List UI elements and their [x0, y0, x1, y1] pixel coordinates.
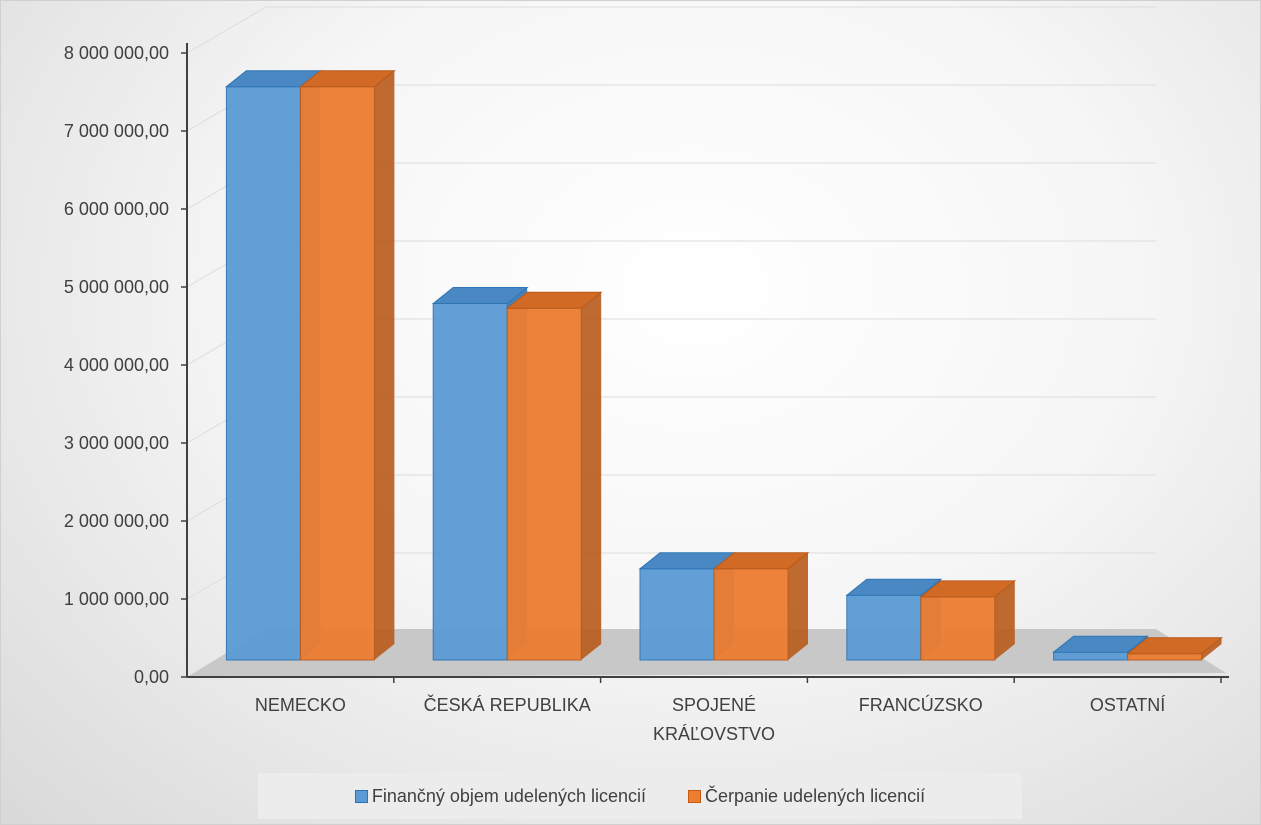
bar-2-4 [919, 580, 1017, 661]
x-tick-label: OSTATNÍ [1090, 695, 1165, 715]
bar-front [432, 303, 508, 661]
y-tick-label: 5 000 000,00 [64, 277, 169, 297]
bar-side [788, 552, 808, 660]
bar-side [1201, 637, 1222, 660]
bar-2-3 [712, 552, 810, 661]
legend-item-series-1: Finančný objem udelených licencií [354, 785, 646, 807]
y-tick-label: 6 000 000,00 [64, 199, 169, 219]
y-tick-label: 1 000 000,00 [64, 589, 169, 609]
bar-2-5 [1126, 637, 1224, 661]
bar-side [581, 292, 602, 660]
bar-front [299, 86, 375, 661]
y-tick-label: 0,00 [134, 667, 169, 687]
y-tick-label: 7 000 000,00 [64, 121, 169, 141]
x-tick-label: ČESKÁ REPUBLIKA [424, 694, 591, 715]
x-tick-label: NEMECKO [255, 695, 346, 715]
legend-label-series-2: Čerpanie udelených licencií [705, 785, 926, 806]
legend: Finančný objem udelených licencií Čerpan… [258, 773, 1022, 819]
bar-2-1 [298, 70, 396, 661]
x-tick-label: SPOJENÉ [672, 695, 756, 715]
legend-swatch-series-2 [688, 789, 701, 803]
gridline [186, 6, 1156, 54]
bar-front [1127, 653, 1203, 661]
y-tick-label: 4 000 000,00 [64, 355, 169, 375]
bar-side [994, 580, 1015, 660]
legend-item-series-2: Čerpanie udelených licencií [688, 786, 925, 807]
bar-front [506, 307, 582, 661]
y-tick-label: 3 000 000,00 [64, 433, 169, 453]
chart-plot: 0,00 1 000 000,00 2 000 000,00 3 000 000,00… [64, 6, 1229, 744]
bar-front [639, 568, 715, 661]
legend-swatch-series-1 [354, 789, 368, 803]
bar-front [713, 568, 789, 661]
bar-front [225, 86, 301, 661]
legend-label-series-1: Finančný objem udelených licencií [371, 785, 646, 806]
bar-front [920, 596, 996, 661]
bar-side [374, 70, 395, 660]
y-tick-label: 2 000 000,00 [64, 511, 169, 531]
bar-2-2 [505, 291, 603, 661]
x-tick-label: KRÁĽOVSTVO [653, 724, 775, 744]
bar-front [846, 594, 922, 661]
x-tick-label: FRANCÚZSKO [859, 694, 983, 715]
y-tick-label: 8 000 000,00 [64, 43, 169, 63]
bar-front [1053, 651, 1129, 661]
